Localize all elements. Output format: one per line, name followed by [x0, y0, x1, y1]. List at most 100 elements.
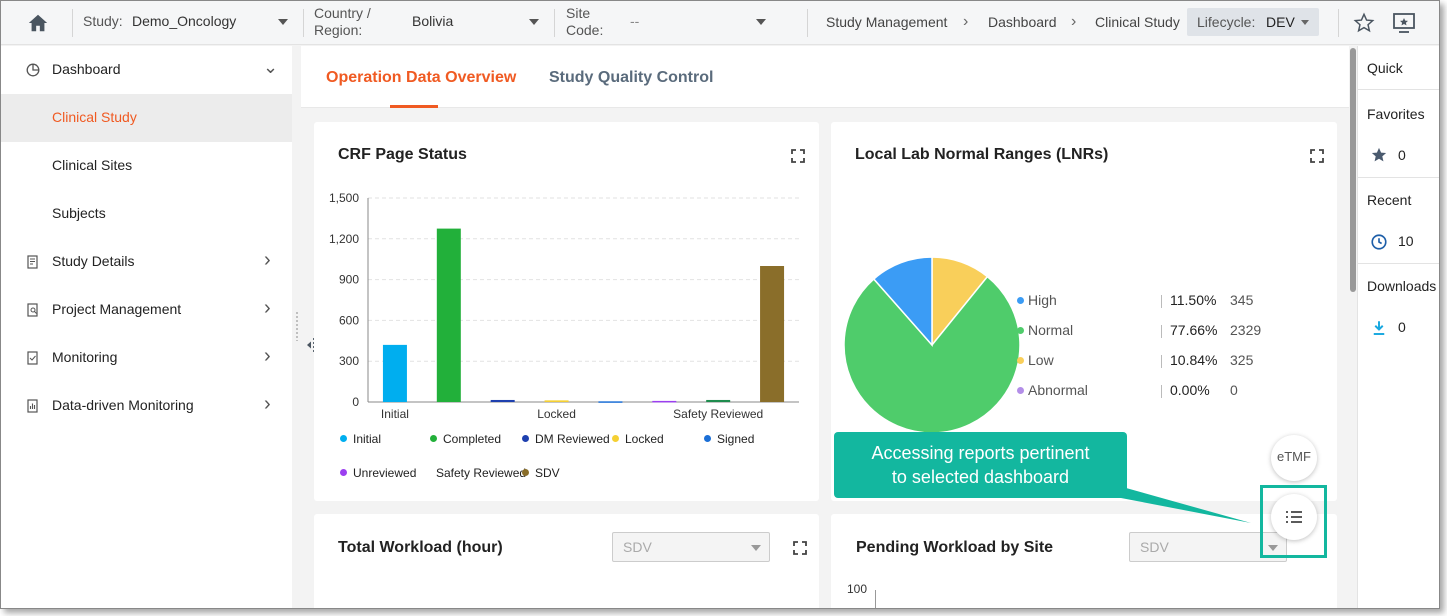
- bar-completed: [436, 228, 461, 402]
- divider: [807, 9, 808, 37]
- legend-item[interactable]: SDV: [522, 466, 560, 480]
- etmf-button[interactable]: eTMF: [1271, 435, 1317, 481]
- breadcrumb-separator-icon: ›: [963, 13, 969, 30]
- y-axis-tick-label: 300: [339, 354, 359, 368]
- card-title: CRF Page Status: [338, 146, 467, 163]
- legend-separator: [1161, 295, 1162, 308]
- recent-label: Recent: [1367, 192, 1412, 208]
- sidebar-item-project-management[interactable]: Project Management ›: [1, 286, 292, 334]
- list-icon: [1286, 511, 1302, 523]
- lifecycle-label: Lifecycle:: [1197, 14, 1256, 30]
- workload-type-select[interactable]: SDV: [612, 532, 770, 562]
- divider: [1358, 89, 1439, 90]
- y-axis-tick-label: 1,200: [329, 232, 359, 246]
- main-scrollbar[interactable]: [1350, 48, 1356, 292]
- lnr-pie-chart: [843, 256, 1021, 434]
- sidebar-item-clinical-sites[interactable]: Clinical Sites: [1, 142, 292, 190]
- legend-label: High: [1028, 292, 1057, 308]
- expand-icon[interactable]: [791, 149, 805, 163]
- site-select[interactable]: --: [630, 13, 640, 29]
- x-axis-tick-label: Safety Reviewed: [673, 407, 763, 421]
- legend-item[interactable]: Signed: [704, 432, 754, 446]
- monitor-icon[interactable]: [1392, 12, 1416, 34]
- breadcrumb-dashboard[interactable]: Dashboard: [988, 14, 1057, 30]
- study-select[interactable]: Demo_Oncology: [132, 13, 237, 29]
- sidebar-item-monitoring[interactable]: Monitoring ›: [1, 334, 292, 382]
- select-value: SDV: [623, 539, 652, 555]
- document-chart-icon: [27, 399, 38, 413]
- quick-label: Quick: [1367, 60, 1403, 76]
- star-filled-icon[interactable]: [1370, 146, 1388, 164]
- sidebar-item-study-details[interactable]: Study Details ›: [1, 238, 292, 286]
- country-chevron-down-icon[interactable]: [529, 19, 539, 25]
- legend-percent: 0.00%: [1170, 382, 1210, 398]
- lifecycle-select[interactable]: Lifecycle: DEV: [1187, 8, 1319, 36]
- tab-operation-data-overview[interactable]: Operation Data Overview: [326, 69, 517, 86]
- chevron-right-icon: ›: [264, 393, 271, 415]
- y-axis: [875, 590, 876, 608]
- country-label-line2: Region:: [314, 22, 363, 38]
- legend-item[interactable]: Safety Reviewed: [436, 466, 526, 480]
- clock-icon[interactable]: [1370, 233, 1388, 251]
- study-chevron-down-icon[interactable]: [278, 19, 288, 25]
- chevron-down-icon: ⌄: [263, 57, 279, 77]
- divider: [1358, 177, 1439, 178]
- expand-icon[interactable]: [793, 541, 807, 555]
- legend-dot: [340, 469, 347, 476]
- download-icon[interactable]: [1370, 319, 1388, 337]
- sidebar-item-data-driven-monitoring[interactable]: Data-driven Monitoring ›: [1, 382, 292, 430]
- downloads-label: Downloads: [1367, 278, 1437, 294]
- legend-dot: [340, 435, 347, 442]
- lnr-legend-row[interactable]: Normal 77.66% 2329: [1017, 322, 1317, 342]
- sidebar-item-label: Subjects: [52, 205, 106, 221]
- sidebar-item-clinical-study[interactable]: Clinical Study: [1, 94, 292, 142]
- sidebar-item-label: Data-driven Monitoring: [52, 397, 194, 413]
- legend-item[interactable]: Unreviewed: [340, 466, 416, 480]
- y-axis-tick-label: 100: [847, 582, 868, 596]
- sidebar-item-dashboard[interactable]: Dashboard ⌄: [1, 46, 292, 94]
- sidebar-resize-handle[interactable]: [295, 311, 299, 341]
- sidebar: Dashboard ⌄ Clinical Study Clinical Site…: [1, 46, 292, 608]
- legend-item[interactable]: Completed: [430, 432, 501, 446]
- lnr-legend-row[interactable]: Low 10.84% 325: [1017, 352, 1317, 372]
- divider: [554, 9, 555, 37]
- legend-count: 0: [1230, 382, 1238, 398]
- document-search-icon: [27, 303, 38, 317]
- country-label: Country /: [314, 5, 371, 21]
- star-icon[interactable]: [1353, 12, 1375, 34]
- legend-dot: [430, 435, 437, 442]
- legend-dot: [1017, 387, 1024, 394]
- legend-separator: [1161, 325, 1162, 338]
- legend-percent: 11.50%: [1170, 292, 1217, 308]
- tab-study-quality-control[interactable]: Study Quality Control: [549, 69, 714, 86]
- breadcrumb-study-management[interactable]: Study Management: [826, 14, 948, 30]
- right-quick-panel: Quick Favorites 0 Recent 10 Downloads 0: [1357, 46, 1439, 608]
- legend-item[interactable]: Initial: [340, 432, 381, 446]
- legend-dot: [704, 435, 711, 442]
- legend-item[interactable]: DM Reviewed: [522, 432, 610, 446]
- expand-icon[interactable]: [1310, 149, 1324, 163]
- lnr-legend-row[interactable]: Abnormal 0.00% 0: [1017, 382, 1317, 402]
- home-icon[interactable]: [27, 12, 49, 34]
- legend-item[interactable]: Locked: [612, 432, 664, 446]
- chevron-right-icon: ›: [264, 297, 271, 319]
- pie-slice-high[interactable]: [872, 256, 933, 347]
- sidebar-item-subjects[interactable]: Subjects: [1, 190, 292, 238]
- card-title: Pending Workload by Site: [856, 539, 1054, 556]
- reports-button[interactable]: [1271, 494, 1317, 540]
- sidebar-item-label: Project Management: [52, 301, 182, 317]
- sidebar-item-label: Monitoring: [52, 349, 118, 365]
- breadcrumb-clinical-study[interactable]: Clinical Study: [1095, 14, 1180, 30]
- bar-sdv: [760, 266, 785, 402]
- document-check-icon: [27, 351, 38, 365]
- legend-dot: [1017, 357, 1024, 364]
- legend-label: Completed: [443, 432, 502, 446]
- callout-tooltip: Accessing reports pertinent to selected …: [834, 432, 1127, 498]
- country-select[interactable]: Bolivia: [412, 13, 454, 29]
- active-tab-indicator: [390, 105, 438, 108]
- site-chevron-down-icon[interactable]: [756, 19, 766, 25]
- chevron-right-icon: ›: [264, 249, 271, 271]
- dashboard-tabs: Operation Data Overview Study Quality Co…: [301, 46, 1349, 108]
- legend-label: Initial: [353, 432, 382, 446]
- lnr-legend-row[interactable]: High 11.50% 345: [1017, 292, 1317, 312]
